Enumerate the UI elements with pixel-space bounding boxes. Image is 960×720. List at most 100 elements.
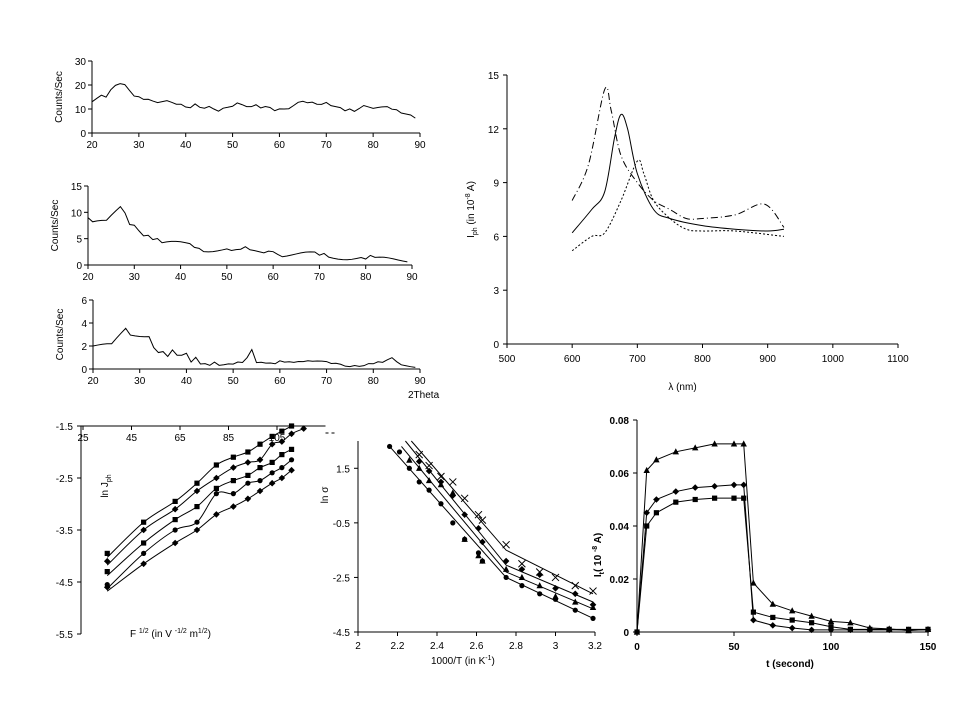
data-point-circle [450, 520, 456, 526]
y-axis-label-part: ph [472, 227, 479, 235]
data-point-triangle [847, 619, 854, 626]
x-tick-label: 50 [728, 642, 740, 653]
x-axis-label: F 1/2 (in V -1/2 m1/2) [130, 628, 211, 640]
x-tick-label: 60 [274, 140, 286, 151]
y-tick-label: 4 [81, 319, 87, 330]
data-point-cross [518, 559, 526, 568]
data-point-diamond [415, 458, 423, 465]
data-point-triangle [479, 557, 486, 564]
data-point-cross [478, 516, 487, 524]
fit-curve [106, 428, 304, 566]
x-tick-label: 500 [499, 354, 516, 365]
x-tick-label: 65 [174, 433, 186, 444]
x-tick-label: 70 [321, 376, 333, 387]
x-axis-label: λ (nm) [668, 382, 696, 393]
y-tick-label: 12 [488, 125, 500, 136]
y-tick-label: 3 [493, 286, 499, 297]
y-tick-label: -4.5 [56, 578, 74, 589]
x-tick-label: 50 [221, 272, 233, 283]
y-axis-label: Counts/Sec [55, 309, 66, 361]
x-tick-label: 50 [228, 376, 240, 387]
series-dotted [571, 159, 785, 252]
x-tick-label: 90 [406, 272, 418, 283]
data-point-square [770, 614, 776, 621]
data-point-diamond [103, 557, 111, 565]
data-point-diamond [288, 466, 295, 474]
data-point-diamond [788, 624, 796, 632]
x-tick-label: 150 [920, 642, 937, 653]
data-point-circle [230, 491, 236, 497]
data-point-square [288, 446, 295, 452]
y-axis-label: ln Jph [100, 474, 113, 497]
data-point-square [269, 459, 275, 465]
data-point-diamond [449, 492, 457, 499]
y-axis-label-part: ( 10 [593, 552, 604, 572]
data-point-square [847, 626, 853, 632]
x-tick-label: 3 [553, 641, 559, 652]
data-point-triangle [730, 440, 738, 447]
data-point-circle [288, 457, 295, 463]
x-tick-label: 30 [129, 272, 141, 283]
x-tick-label: 45 [126, 433, 138, 444]
data-point-diamond [278, 474, 286, 482]
data-point-diamond [193, 487, 201, 495]
x-tick-label: 20 [86, 140, 98, 151]
x-tick-label: 90 [414, 140, 426, 151]
data-point-square [673, 499, 679, 505]
chart-xrd1: 20 30 40 50 60 70 80 90 0 10 20 30 Counts/Sec [54, 57, 426, 151]
y-axis-label-part: t [599, 571, 606, 574]
x-tick-label: 60 [268, 272, 280, 283]
y-tick-label: 0.06 [610, 469, 630, 480]
data-point-circle [387, 443, 393, 450]
data-point-diamond [268, 479, 276, 487]
x-tick-label: 80 [368, 140, 380, 151]
y-tick-label: 10 [71, 208, 83, 219]
x-tick-label: 80 [368, 376, 380, 387]
x-axis-label-part: ) [208, 629, 211, 640]
data-point-triangle [572, 598, 579, 605]
data-point-square [141, 540, 147, 546]
data-point-diamond [643, 509, 650, 517]
x-tick-label: 2 [355, 641, 361, 652]
data-point-circle [213, 491, 219, 497]
data-point-cross [502, 540, 510, 549]
y-axis-label: Counts/Sec [54, 71, 65, 123]
x-tick-label: 25 [77, 433, 89, 444]
y-tick-label: 20 [75, 81, 87, 92]
y-axis-label: Counts/Sec [50, 200, 61, 252]
series-line-triangle [636, 443, 929, 633]
x-tick-label: 30 [134, 376, 146, 387]
y-axis-label-part: A) [466, 181, 477, 193]
data-point-diamond [479, 538, 486, 546]
data-point-circle [416, 479, 422, 485]
y-axis-label-part: I [466, 235, 477, 238]
y-tick-label: 15 [488, 71, 500, 82]
x-axis-label: t (second) [766, 659, 814, 670]
data-point-diamond [268, 440, 276, 448]
data-point-cross [589, 587, 597, 595]
data-point-diamond [278, 438, 286, 445]
y-tick-label: 5 [76, 235, 82, 246]
y-axis-label-part: A) [593, 533, 604, 546]
chart-xrd3: 20 30 40 50 60 70 80 90 0 2 4 6 Counts/Sec 2Theta [55, 296, 440, 401]
data-point-triangle [416, 464, 423, 471]
data-point-diamond [589, 601, 597, 609]
x-tick-label: 70 [321, 140, 333, 151]
x-axis-label-part: m [187, 629, 198, 640]
y-tick-label: 0 [493, 340, 499, 351]
data-point-square [245, 472, 251, 478]
data-point-triangle [808, 612, 815, 619]
data-point-diamond [256, 487, 264, 495]
y-tick-label: 0.02 [610, 575, 630, 586]
data-point-square [257, 441, 263, 447]
data-point-triangle [475, 552, 482, 559]
data-point-diamond [827, 626, 835, 634]
data-point-diamond [230, 464, 237, 471]
y-axis-label-part: ph [106, 474, 113, 482]
data-point-square [634, 629, 640, 635]
data-point-circle [245, 480, 251, 486]
x-tick-label: 600 [564, 354, 581, 365]
data-point-diamond [171, 539, 179, 547]
x-tick-label: 20 [87, 376, 99, 387]
